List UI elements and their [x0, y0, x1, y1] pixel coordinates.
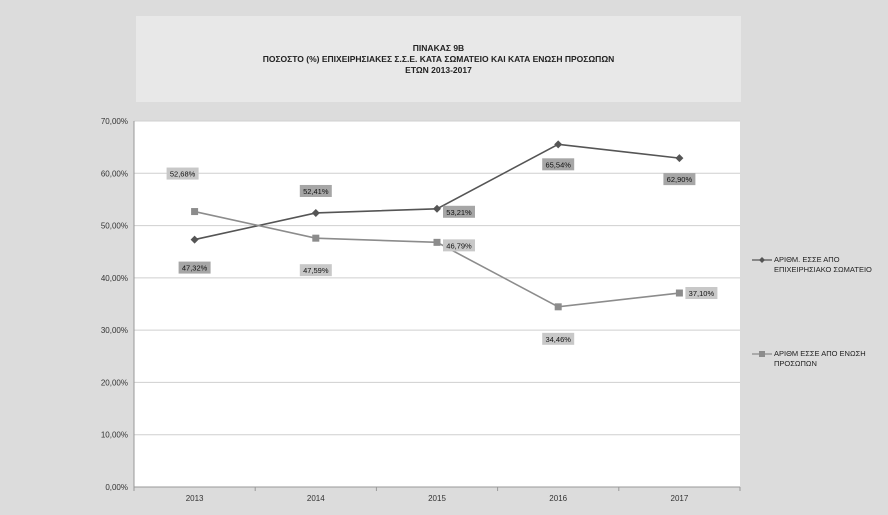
- series-2-point: [191, 208, 199, 216]
- legend-label-enosi: ΑΡΙΘΜ ΕΣΣΕ ΑΠΟ ΕΝΩΣΗ ΠΡΟΣΩΠΩΝ: [774, 349, 866, 368]
- y-tick-label: 10,00%: [101, 431, 128, 440]
- series-2-point: [312, 234, 320, 242]
- x-tick-label: 2017: [671, 494, 689, 503]
- data-label: 37,10%: [689, 289, 715, 298]
- legend-swatch-diamond: [752, 257, 772, 263]
- data-label: 47,32%: [182, 264, 208, 273]
- y-tick-label: 30,00%: [101, 326, 128, 335]
- data-label-box: [299, 264, 332, 277]
- data-label-box: [542, 158, 575, 171]
- data-label: 52,68%: [170, 170, 196, 179]
- series-1-point: [554, 140, 563, 149]
- data-label-box: [663, 173, 696, 186]
- series-2-point: [675, 289, 683, 297]
- chart-title-line-2: ΠΟΣΟΣΤΟ (%) ΕΠΙΧΕΙΡΗΣΙΑΚΕΣ Σ.Σ.Ε. ΚΑΤΑ Σ…: [262, 53, 615, 64]
- series-1-point: [433, 204, 441, 213]
- chart-title-line-3: ΕΤΩΝ 2013-2017: [405, 64, 472, 75]
- data-label-box: [542, 332, 575, 345]
- series-2-point: [554, 303, 562, 311]
- data-label: 53,21%: [446, 208, 472, 217]
- y-tick-label: 60,00%: [101, 169, 128, 178]
- y-tick-label: 40,00%: [101, 274, 128, 283]
- chart-title-line-1: ΠΙΝΑΚΑΣ 9Β: [412, 42, 465, 53]
- x-tick-label: 2015: [428, 494, 446, 503]
- data-label-box: [685, 287, 718, 300]
- data-label-box: [443, 239, 475, 252]
- series-1-point: [190, 235, 199, 244]
- data-label: 65,54%: [545, 160, 571, 169]
- legend-label-somateio: ΑΡΙΘΜ. ΕΣΣΕ ΑΠΟ ΕΠΙΧΕΙΡΗΣΙΑΚΟ ΣΩΜΑΤΕΙΟ: [774, 255, 872, 274]
- y-tick-label: 0,00%: [105, 483, 128, 492]
- x-tick-label: 2013: [186, 494, 204, 503]
- y-tick-label: 50,00%: [101, 222, 128, 231]
- y-tick-label: 20,00%: [101, 378, 128, 387]
- data-label: 52,41%: [303, 187, 329, 196]
- series-2-point: [433, 238, 441, 246]
- x-tick-label: 2014: [307, 494, 325, 503]
- series-1-point: [311, 208, 320, 217]
- legend-swatch-square: [752, 351, 772, 357]
- data-label-box: [166, 167, 199, 180]
- data-label-box: [443, 205, 475, 218]
- plot-area: [134, 121, 740, 487]
- data-label-box: [178, 261, 211, 274]
- data-label-box: [299, 184, 332, 197]
- data-label: 34,46%: [545, 335, 571, 344]
- legend-entry-enosi: ΑΡΙΘΜ ΕΣΣΕ ΑΠΟ ΕΝΩΣΗ ΠΡΟΣΩΠΩΝ: [752, 349, 884, 371]
- x-tick-label: 2016: [549, 494, 567, 503]
- data-label: 47,59%: [303, 266, 329, 275]
- legend-entry-somateio: ΑΡΙΘΜ. ΕΣΣΕ ΑΠΟ ΕΠΙΧΕΙΡΗΣΙΑΚΟ ΣΩΜΑΤΕΙΟ: [752, 255, 884, 277]
- chart-title: ΠΙΝΑΚΑΣ 9Β ΠΟΣΟΣΤΟ (%) ΕΠΙΧΕΙΡΗΣΙΑΚΕΣ Σ.…: [136, 16, 741, 102]
- data-label: 46,79%: [446, 241, 472, 250]
- y-tick-label: 70,00%: [101, 117, 128, 126]
- data-label: 62,90%: [667, 175, 693, 184]
- series-1-point: [675, 154, 684, 163]
